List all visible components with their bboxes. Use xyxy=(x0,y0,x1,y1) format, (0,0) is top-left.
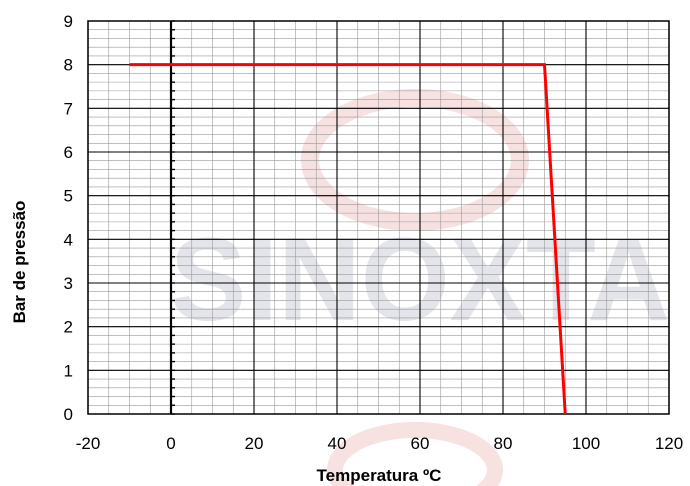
x-axis-title: Temperatura ºC xyxy=(317,466,442,485)
y-tick-label: 8 xyxy=(64,56,73,75)
y-tick-label: 0 xyxy=(64,405,73,424)
x-tick-label: 20 xyxy=(245,434,264,453)
y-tick-label: 5 xyxy=(64,187,73,206)
y-tick-label: 9 xyxy=(64,12,73,31)
x-tick-label: 100 xyxy=(572,434,600,453)
y-tick-label: 7 xyxy=(64,99,73,118)
zero-axis xyxy=(169,20,175,415)
x-tick-labels: -20 0 20 40 60 80 100 120 xyxy=(76,434,683,453)
y-tick-labels: 0 1 2 3 4 5 6 7 8 9 xyxy=(64,12,73,424)
y-tick-label: 4 xyxy=(64,230,73,249)
x-tick-label: 40 xyxy=(328,434,347,453)
plot-area-frame xyxy=(87,20,670,415)
watermark-ring xyxy=(301,89,529,231)
x-tick-label: 60 xyxy=(411,434,430,453)
y-tick-label: 3 xyxy=(64,274,73,293)
y-tick-label: 6 xyxy=(64,143,73,162)
y-tick-label: 1 xyxy=(64,361,73,380)
x-tick-label: 0 xyxy=(166,434,175,453)
x-tick-label: 80 xyxy=(494,434,513,453)
watermark-ring-lower xyxy=(327,422,503,486)
y-tick-label: 2 xyxy=(64,318,73,337)
series-layer xyxy=(129,63,567,415)
x-tick-label: 120 xyxy=(655,434,683,453)
x-tick-label: -20 xyxy=(76,434,101,453)
y-axis-title: Bar de pressão xyxy=(10,201,29,324)
